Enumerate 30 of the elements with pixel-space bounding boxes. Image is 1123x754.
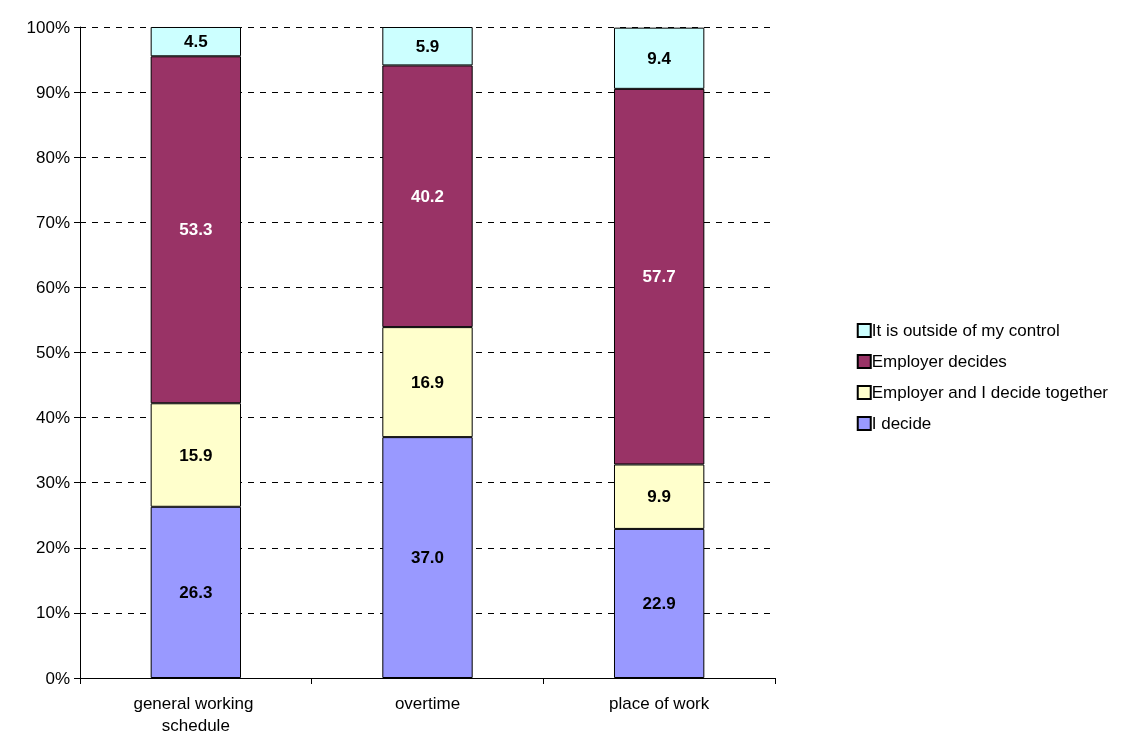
y-tick-label: 90% [35,82,70,102]
y-tick-label: 50% [35,343,70,362]
x-tick-label: general working schedule [133,693,259,735]
data-label: 4.5 [184,32,208,52]
y-tick-label: 10% [35,603,70,623]
data-label: 5.9 [415,36,440,56]
x-tick-label: place of work [609,693,710,713]
data-label: 22.9 [642,593,676,613]
y-tick-label: 30% [35,473,70,493]
legend-label: I decide [871,414,932,433]
data-label: 15.9 [179,445,213,465]
data-label: 53.3 [179,220,213,240]
legend-label: Employer decides [871,352,1007,371]
y-tick-label: 70% [35,212,70,232]
data-label: 16.9 [410,372,445,392]
y-tick-label: 60% [35,277,70,297]
legend-label: It is outside of my control [871,321,1060,340]
y-tick-label: 100% [26,17,70,37]
y-tick-label: 80% [35,147,70,167]
y-tick-label: 40% [35,408,70,428]
data-label: 9.4 [647,48,672,68]
data-label: 26.3 [179,582,213,602]
y-tick-label: 0% [45,668,70,688]
data-label: 37.0 [410,548,445,568]
x-tick-label: overtime [394,693,461,713]
data-label: 9.9 [647,487,671,507]
legend-label: Employer and I decide together [871,383,1109,402]
data-label: 57.7 [642,267,676,287]
y-tick-label: 20% [35,538,70,558]
data-label: 40.2 [410,186,445,206]
